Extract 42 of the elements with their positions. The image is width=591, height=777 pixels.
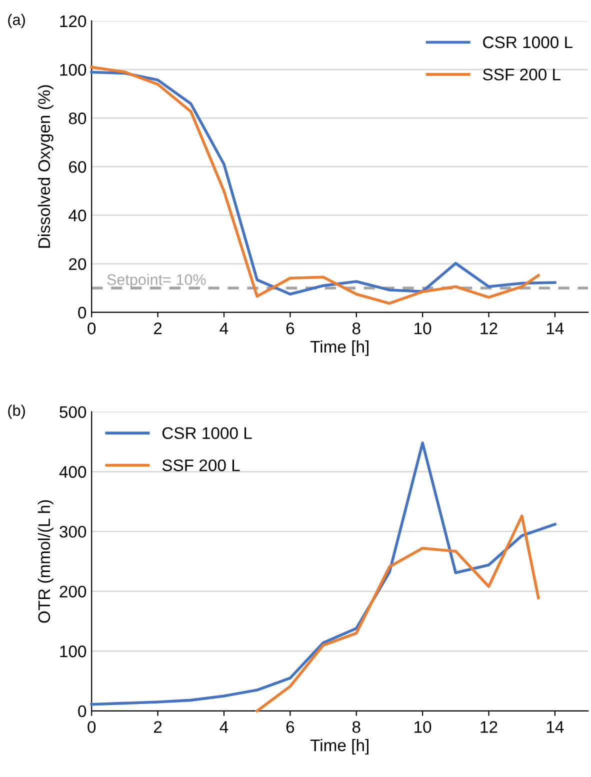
x-tick-label: 10 <box>414 322 432 334</box>
legend-label: SSF 200 L <box>483 68 560 80</box>
x-tick-label: 0 <box>88 721 96 733</box>
x-tick-label: 10 <box>414 721 432 733</box>
y-tick-label: 400 <box>59 466 86 478</box>
y-tick-label: 500 <box>60 406 86 418</box>
y-tick-label: 0 <box>78 306 86 319</box>
y-tick-label: 60 <box>69 161 86 173</box>
y-axis-title: Dissolved Oxygen (%) <box>38 85 54 248</box>
y-tick-label: 0 <box>78 705 86 718</box>
x-tick-label: 6 <box>286 322 294 334</box>
ref-line-label: Setpoint= 10% <box>107 274 206 288</box>
y-tick-label: 120 <box>60 15 86 28</box>
x-tick-label: 12 <box>480 322 498 334</box>
y-tick-label: 80 <box>68 112 86 124</box>
x-tick-label: 8 <box>352 721 360 733</box>
text: (b) <box>8 404 25 419</box>
y-tick-label: 20 <box>69 258 86 270</box>
y-axis-title: OTR (mmol/(L h) <box>38 500 54 623</box>
x-tick-label: 14 <box>546 322 564 334</box>
y-tick-label: 200 <box>60 586 86 598</box>
y-tick-label: 100 <box>60 646 86 658</box>
x-tick-label: 8 <box>352 322 360 334</box>
x-tick-label: 6 <box>286 721 294 733</box>
x-tick-label: 0 <box>88 322 96 334</box>
y-tick-label: 100 <box>60 64 86 76</box>
x-tick-label: 2 <box>154 322 162 334</box>
x-tick-label: 4 <box>220 322 228 334</box>
line-series <box>90 442 556 706</box>
x-tick-label: 14 <box>546 721 564 733</box>
x-axis-title: Time [h] <box>310 738 368 755</box>
line-series <box>256 514 540 712</box>
x-tick-label: 4 <box>220 721 228 733</box>
legend-label: SSF 200 L <box>162 459 240 472</box>
x-tick-label: 2 <box>154 721 162 733</box>
text: (a) <box>8 14 25 28</box>
x-axis-title: Time [h] <box>310 340 368 356</box>
legend-label: CSR 1000 L <box>483 36 572 48</box>
y-tick-label: 300 <box>60 526 86 538</box>
y-tick-label: 40 <box>68 210 86 222</box>
x-tick-label: 12 <box>480 721 498 733</box>
legend-label: CSR 1000 L <box>162 427 252 440</box>
